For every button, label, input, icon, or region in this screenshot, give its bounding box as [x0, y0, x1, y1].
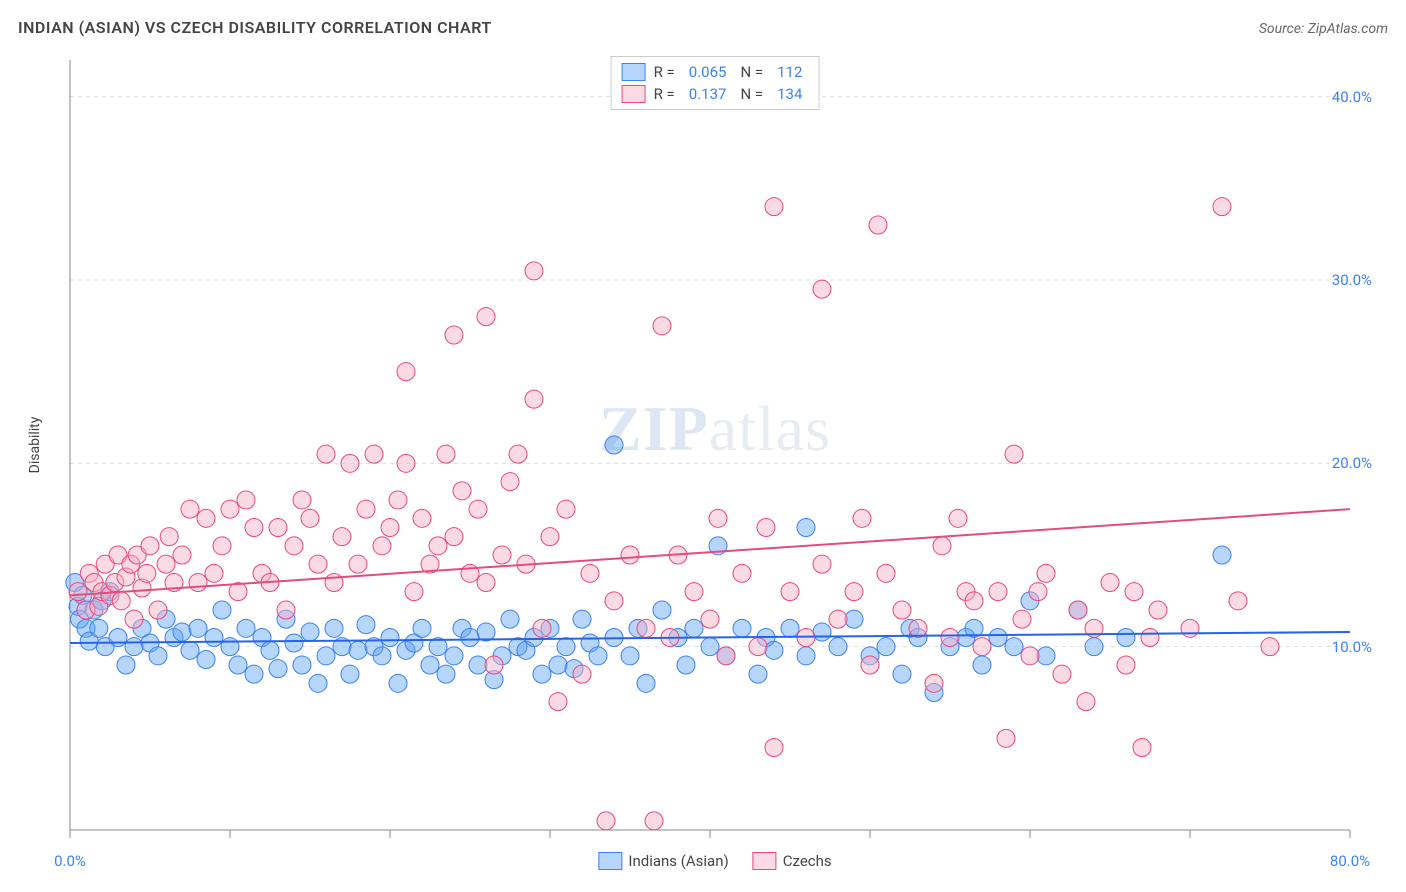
stat-n-indians: 112 — [771, 63, 808, 81]
stat-label-r: R = — [654, 85, 675, 103]
legend-label-indians: Indians (Asian) — [628, 852, 728, 870]
legend-series: Indians (Asian) Czechs — [590, 852, 839, 870]
chart-source: Source: ZipAtlas.com — [1259, 21, 1388, 37]
y-axis-label: Disability — [27, 417, 43, 474]
y-tick-label: 40.0% — [1332, 88, 1372, 106]
plot-area: ZIPatlas R = 0.065 N = 112 R = 0.137 N =… — [60, 50, 1370, 840]
legend-label-czechs: Czechs — [783, 852, 832, 870]
stat-n-czechs: 134 — [771, 85, 808, 103]
y-tick-label: 10.0% — [1332, 638, 1372, 656]
stat-label-n: N = — [740, 85, 763, 103]
x-tick-label: 80.0% — [1330, 852, 1370, 870]
stat-label-r: R = — [654, 63, 675, 81]
swatch-indians — [598, 852, 622, 870]
chart-header: INDIAN (ASIAN) VS CZECH DISABILITY CORRE… — [18, 18, 1388, 37]
swatch-indians — [622, 63, 646, 81]
scatter-svg — [60, 50, 1370, 840]
stat-r-czechs: 0.137 — [683, 85, 733, 103]
swatch-czechs — [622, 85, 646, 103]
x-tick-label: 0.0% — [54, 852, 86, 870]
stat-label-n: N = — [740, 63, 763, 81]
legend-stats: R = 0.065 N = 112 R = 0.137 N = 134 — [611, 56, 820, 110]
legend-item-indians: Indians (Asian) — [598, 852, 728, 870]
legend-item-czechs: Czechs — [753, 852, 832, 870]
stat-r-indians: 0.065 — [683, 63, 733, 81]
legend-stats-row-czechs: R = 0.137 N = 134 — [622, 83, 809, 105]
swatch-czechs — [753, 852, 777, 870]
chart-title: INDIAN (ASIAN) VS CZECH DISABILITY CORRE… — [18, 18, 492, 37]
chart-container: Disability ZIPatlas R = 0.065 N = 112 R … — [45, 50, 1385, 840]
legend-stats-row-indians: R = 0.065 N = 112 — [622, 61, 809, 83]
y-tick-label: 20.0% — [1332, 454, 1372, 472]
y-tick-label: 30.0% — [1332, 271, 1372, 289]
